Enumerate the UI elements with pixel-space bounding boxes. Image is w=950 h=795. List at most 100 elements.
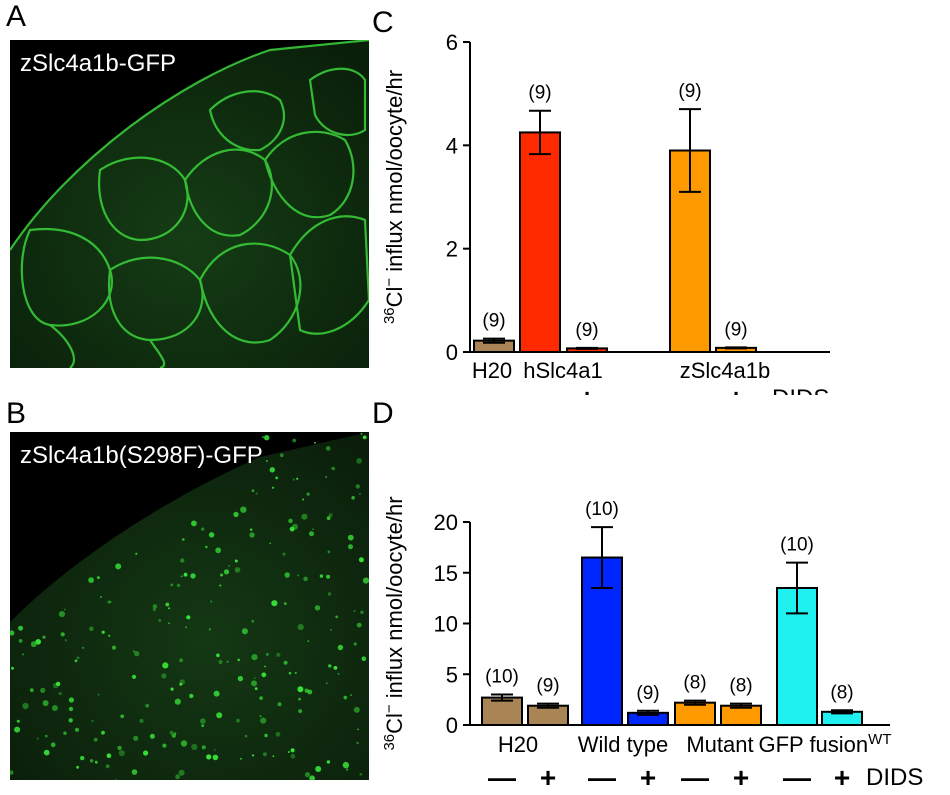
fluorescent-speckle (200, 718, 206, 724)
fluorescent-speckle (233, 511, 239, 518)
dids-plus-sign: + (834, 762, 850, 793)
panel-letter-c: C (372, 6, 394, 39)
fluorescent-speckle (307, 689, 313, 695)
group-label: H20 (498, 732, 538, 757)
fluorescent-speckle (170, 687, 174, 691)
y-tick-label: 15 (434, 561, 458, 586)
fluorescent-speckle (152, 607, 156, 612)
chart-d: 0 5 10 15 20 36Cl− influx nmol/oocyte/hr (10) —… (381, 496, 924, 793)
fluorescent-speckle (237, 658, 240, 662)
micrograph-a-label: zSlc4a1b-GFP (20, 50, 177, 77)
sample-size-label: (10) (585, 499, 619, 520)
fluorescent-speckle (328, 513, 333, 518)
y-tick-label: 2 (446, 237, 458, 262)
fluorescent-speckle (276, 652, 281, 657)
fluorescent-speckle (64, 639, 67, 642)
group-label: hSlc4a1 (523, 358, 603, 383)
fluorescent-speckle (251, 619, 255, 623)
fluorescent-speckle (118, 750, 125, 757)
fluorescent-speckle (213, 749, 216, 751)
fluorescent-speckle (325, 682, 328, 685)
fluorescent-speckle (45, 734, 48, 738)
dids-minus-sign: — (488, 762, 516, 793)
fluorescent-speckle (42, 700, 49, 707)
fluorescent-speckle (314, 605, 321, 611)
fluorescent-speckle (68, 718, 73, 723)
fluorescent-speckle (201, 724, 205, 727)
fluorescent-speckle (107, 600, 111, 604)
dids-minus-sign: — (676, 383, 704, 395)
sample-size-label: (8) (830, 682, 853, 703)
fluorescent-speckle (362, 577, 369, 584)
fluorescent-speckle (178, 769, 185, 776)
fluorescent-speckle (50, 742, 56, 748)
fluorescent-speckle (64, 608, 66, 611)
fluorescent-speckle (326, 574, 331, 579)
fluorescent-speckle (228, 564, 231, 567)
fluorescent-speckle (132, 650, 135, 653)
fluorescent-speckle (139, 718, 144, 723)
fluorescent-speckle (244, 734, 248, 738)
fluorescent-speckle (283, 660, 288, 665)
dids-plus-sign: + (640, 762, 656, 793)
fluorescent-speckle (353, 610, 356, 612)
fluorescent-speckle (297, 686, 304, 693)
fluorescent-speckle (74, 727, 80, 732)
fluorescent-speckle (101, 730, 105, 735)
fluorescent-speckle (35, 639, 41, 645)
fluorescent-speckle (303, 576, 308, 582)
sample-size-label: (9) (536, 676, 559, 697)
fluorescent-speckle (327, 550, 331, 554)
fluorescent-speckle (190, 573, 196, 579)
fluorescent-speckle (236, 718, 240, 723)
fluorescent-speckle (264, 665, 266, 668)
fluorescent-speckle (93, 737, 98, 742)
fluorescent-speckle (171, 733, 176, 738)
fluorescent-speckle (131, 769, 138, 775)
fluorescent-speckle (60, 632, 65, 637)
fluorescent-speckle (215, 547, 222, 554)
panel-letter-b: B (6, 397, 27, 430)
fluorescent-speckle (358, 557, 364, 563)
group-label: zSlc4a1b (680, 358, 771, 383)
fluorescent-speckle (135, 552, 138, 555)
fluorescent-speckle (269, 542, 272, 545)
fluorescent-speckle (29, 688, 34, 692)
dids-plus-sign: + (540, 762, 556, 793)
fluorescent-speckle (97, 693, 100, 696)
y-label-text: influx nmol/oocyte/hr (382, 70, 407, 278)
micrograph-b-image (10, 432, 369, 780)
fluorescent-speckle (356, 622, 362, 628)
fluorescent-speckle (297, 624, 304, 631)
fluorescent-speckle (30, 641, 37, 648)
fluorescent-speckle (131, 674, 137, 679)
fluorescent-speckle (335, 615, 339, 619)
fluorescent-speckle (348, 544, 353, 550)
fluorescent-speckle (117, 745, 122, 751)
fluorescent-speckle (328, 664, 332, 668)
sample-size-label: (9) (482, 311, 505, 332)
fluorescent-speckle (18, 639, 23, 643)
fluorescent-speckle (134, 651, 140, 657)
y-label-text: influx nmol/oocyte/hr (382, 496, 407, 704)
bar (674, 701, 716, 727)
fluorescent-speckle (360, 432, 363, 435)
panel-letter-a: A (6, 0, 27, 33)
fluorescent-speckle (294, 672, 297, 674)
fluorescent-speckle (80, 755, 85, 761)
dids-label: DIDS (772, 385, 829, 395)
fluorescent-speckle (168, 622, 170, 624)
fluorescent-speckle (76, 765, 79, 769)
fluorescent-speckle (331, 466, 336, 471)
fluorescent-speckle (255, 492, 258, 495)
fluorescent-speckle (58, 611, 65, 618)
fluorescent-speckle (114, 778, 117, 780)
fluorescent-speckle (337, 644, 344, 651)
dids-plus-sign: + (733, 762, 749, 793)
fluorescent-speckle (361, 656, 367, 661)
fluorescent-speckle (161, 673, 167, 679)
fluorescent-speckle (358, 492, 361, 495)
fluorescent-speckle (82, 646, 85, 649)
fluorescent-speckle (307, 640, 310, 642)
fluorescent-speckle (296, 477, 299, 480)
